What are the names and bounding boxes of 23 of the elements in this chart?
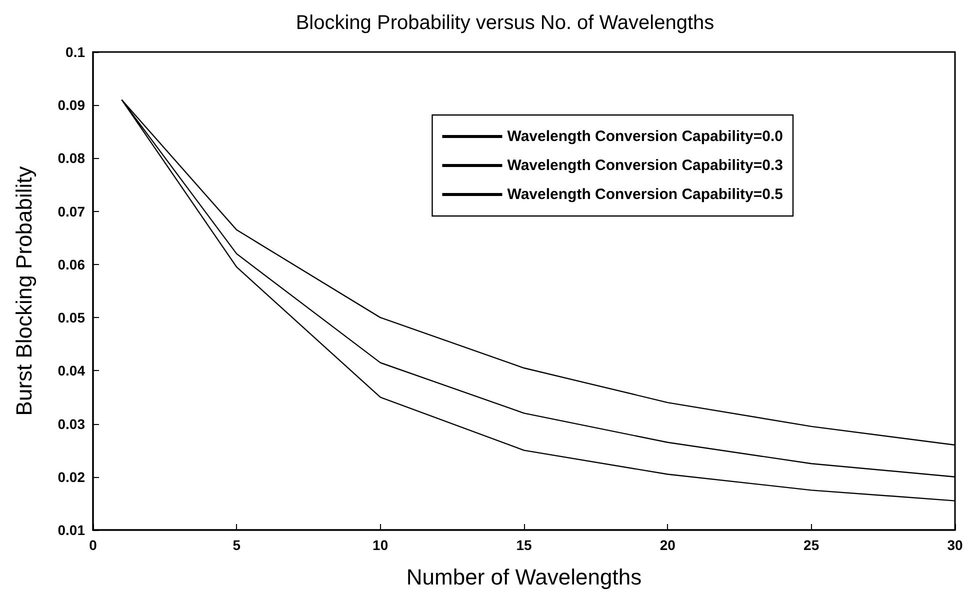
y-tick-label: 0.04 [58,362,86,379]
x-tick-label: 0 [89,537,98,553]
y-tick-label: 0.05 [58,310,86,326]
y-axis-title: Burst Blocking Probability [12,166,36,416]
y-tick-label: 0.06 [58,256,86,272]
y-tick-label: 0.07 [58,203,86,220]
y-tick-label: 0.03 [58,416,86,432]
x-tick-label: 25 [804,537,820,553]
legend-label: Wavelength Conversion Capability=0.3 [507,157,783,174]
y-tick-label: 0.01 [58,522,86,538]
x-tick-label: 10 [372,537,388,553]
y-tick-label: 0.08 [58,150,86,166]
x-axis-title: Number of Wavelengths [406,564,642,590]
legend-label: Wavelength Conversion Capability=0.0 [507,128,783,145]
legend-label: Wavelength Conversion Capability=0.5 [507,186,783,203]
y-tick-label: 0.02 [58,468,86,485]
y-tick-label: 0.1 [66,44,86,60]
x-tick-label: 5 [232,537,241,553]
x-tick-label: 20 [660,537,676,553]
y-tick-label: 0.09 [58,97,86,114]
x-tick-label: 30 [947,537,963,553]
x-tick-label: 15 [516,537,532,553]
chart-title: Blocking Probability versus No. of Wavelengths [296,12,714,34]
